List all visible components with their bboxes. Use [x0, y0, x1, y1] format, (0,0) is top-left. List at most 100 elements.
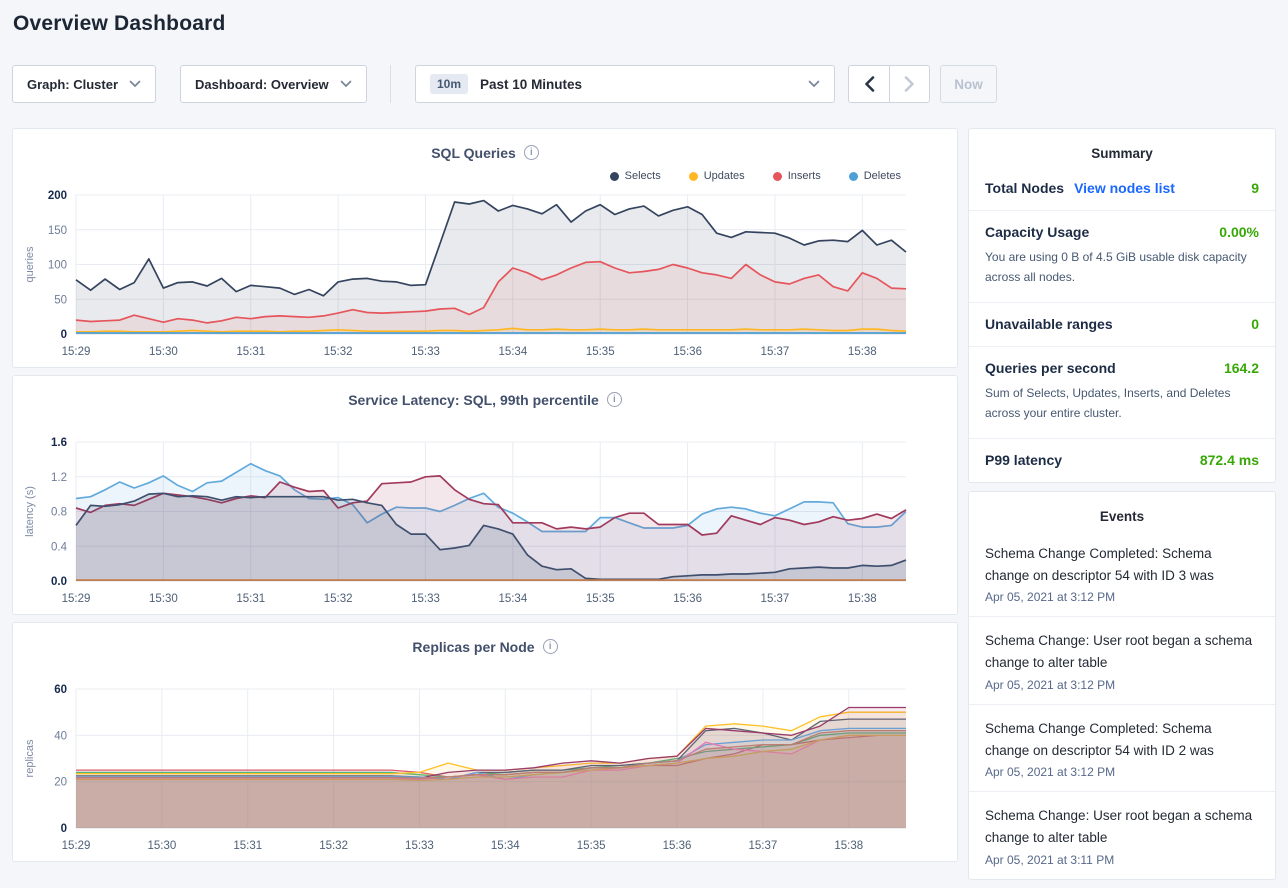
event-timestamp: Apr 05, 2021 at 3:11 PM [985, 852, 1115, 867]
summary-label: P99 latency [985, 451, 1063, 468]
x-tick-label: 15:32 [324, 593, 353, 605]
legend-item-inserts[interactable]: Inserts [772, 170, 821, 182]
service-latency-chart[interactable]: 0.0 0.4 0.8 1.2 1.6 15:29 15:30 15:31 15:32 15:33… [13, 433, 957, 611]
graph-scope-label: Graph: Cluster [27, 76, 119, 92]
replicas-per-node-chart[interactable]: 0 20 40 60 15:29 15:30 15:31 15:32 15:33 15:34 15:… [13, 680, 957, 858]
x-tick-label: 15:34 [491, 840, 520, 852]
graph-scope-dropdown[interactable]: Graph: Cluster [12, 65, 156, 103]
dashboard-label: Dashboard: Overview [195, 76, 329, 92]
y-tick-label: 50 [54, 294, 67, 306]
event-item: Schema Change: User root began a schema … [969, 616, 1275, 704]
summary-label: Queries per second [985, 359, 1116, 376]
sql-queries-chart[interactable]: 0 50 100 150 200 15:29 15:30 15:31 15:32 15:33 15:… [13, 186, 957, 364]
previous-range-button[interactable] [849, 66, 889, 102]
x-tick-label: 15:36 [663, 840, 692, 852]
event-item: Schema Change: User root began a schema … [969, 791, 1275, 879]
summary-row: Queries per second 164.2 Sum of Selects, U… [969, 345, 1275, 438]
summary-label: Unavailable ranges [985, 315, 1113, 332]
toolbar: Graph: Cluster Dashboard: Overview 10m P… [12, 65, 1276, 103]
x-tick-label: 15:29 [62, 346, 91, 358]
events-panel: Events Schema Change Completed: Schema c… [968, 490, 1276, 880]
x-tick-label: 15:37 [761, 593, 790, 605]
content: SQL Queries i Selects Updates Inserts Delete… [12, 128, 1276, 888]
x-tick-label: 15:35 [577, 840, 606, 852]
y-tick-label: 1.2 [51, 472, 67, 484]
event-item: Schema Change Completed: Schema change o… [969, 703, 1275, 792]
summary-value: 0.00% [1219, 224, 1259, 240]
x-tick-label: 15:29 [62, 840, 91, 852]
legend-item-deletes[interactable]: Deletes [848, 170, 901, 182]
event-item: Schema Change Completed: Schema change o… [969, 530, 1275, 617]
x-tick-label: 15:31 [236, 346, 265, 358]
summary-description: Sum of Selects, Updates, Inserts, and De… [985, 385, 1231, 421]
x-tick-label: 15:36 [673, 346, 702, 358]
chart-legend [13, 662, 957, 678]
now-button[interactable]: Now [940, 65, 997, 103]
dashboard-dropdown[interactable]: Dashboard: Overview [180, 65, 367, 103]
x-tick-label: 15:35 [586, 346, 615, 358]
page-title: Overview Dashboard [13, 12, 226, 35]
chevron-down-icon [808, 80, 820, 88]
legend-dot [772, 171, 782, 181]
view-nodes-list-link[interactable]: View nodes list [1074, 180, 1175, 196]
legend-dot [848, 171, 858, 181]
event-timestamp: Apr 05, 2021 at 3:12 PM [985, 677, 1116, 692]
event-message: Schema Change: User root began a schema … [985, 808, 1253, 846]
summary-title: Summary [1091, 146, 1153, 161]
summary-value: 872.4 ms [1199, 451, 1259, 468]
y-tick-label: 100 [48, 260, 67, 272]
event-message: Schema Change: User root began a schema … [985, 633, 1253, 671]
summary-label: Capacity Usage [985, 224, 1090, 240]
charts-column: SQL Queries i Selects Updates Inserts Delete… [12, 128, 958, 888]
x-tick-label: 15:36 [673, 593, 702, 605]
info-icon[interactable]: i [523, 145, 539, 161]
events-title: Events [1099, 508, 1145, 524]
x-tick-label: 15:38 [848, 593, 877, 605]
time-range-pager [848, 65, 930, 103]
info-icon[interactable]: i [542, 639, 558, 655]
event-message: Schema Change Completed: Schema change o… [985, 720, 1214, 758]
summary-row: P99 latency 872.4 ms [969, 437, 1275, 482]
x-tick-label: 15:37 [761, 346, 790, 358]
x-tick-label: 15:33 [411, 593, 440, 605]
summary-row: Total Nodes View nodes list 9 [969, 167, 1275, 210]
chart-legend: Selects Updates Inserts Deletes [13, 168, 957, 184]
y-tick-label: 0.8 [51, 507, 67, 519]
y-axis-label: latency (s) [24, 486, 36, 537]
x-tick-label: 15:38 [834, 840, 863, 852]
x-tick-label: 15:38 [848, 346, 877, 358]
y-tick-label: 0 [61, 329, 67, 341]
y-tick-label: 60 [54, 684, 67, 696]
x-tick-label: 15:35 [586, 593, 615, 605]
legend-dot [688, 171, 698, 181]
chart-title: Service Latency: SQL, 99th percentile [348, 391, 599, 408]
x-tick-label: 15:34 [498, 346, 527, 358]
time-range-dropdown[interactable]: 10m Past 10 Minutes [415, 65, 835, 103]
info-icon[interactable]: i [606, 392, 622, 408]
legend-item-updates[interactable]: Updates [688, 170, 745, 182]
legend-item-selects[interactable]: Selects [609, 170, 661, 182]
summary-row: Unavailable ranges 0 [969, 301, 1275, 346]
time-range-badge: 10m [430, 74, 469, 94]
y-axis-label: replicas [24, 739, 36, 777]
summary-value: 9 [1251, 180, 1259, 196]
chevron-down-icon [129, 80, 141, 88]
y-tick-label: 20 [54, 777, 67, 789]
y-tick-label: 0.4 [51, 541, 68, 553]
time-range-label: Past 10 Minutes [480, 76, 583, 92]
y-tick-label: 0 [61, 823, 67, 835]
chevron-down-icon [340, 80, 352, 88]
y-tick-label: 150 [48, 225, 67, 237]
next-range-button[interactable] [889, 66, 929, 102]
toolbar-divider [390, 65, 391, 103]
event-list: Schema Change Completed: Schema change o… [969, 530, 1275, 879]
summary-description: You are using 0 B of 4.5 GiB usable disk… [985, 250, 1247, 285]
y-axis-label: queries [24, 246, 36, 283]
event-timestamp: Apr 05, 2021 at 3:12 PM [985, 590, 1116, 605]
x-tick-label: 15:33 [411, 346, 440, 358]
summary-panel: Summary Total Nodes View nodes list 9 Capac… [968, 128, 1276, 483]
x-tick-label: 15:31 [236, 593, 265, 605]
x-tick-label: 15:33 [405, 840, 434, 852]
summary-rows: Total Nodes View nodes list 9 Capacity Usag… [969, 167, 1275, 482]
summary-row: Capacity Usage 0.00% You are using 0 B of … [969, 210, 1275, 302]
